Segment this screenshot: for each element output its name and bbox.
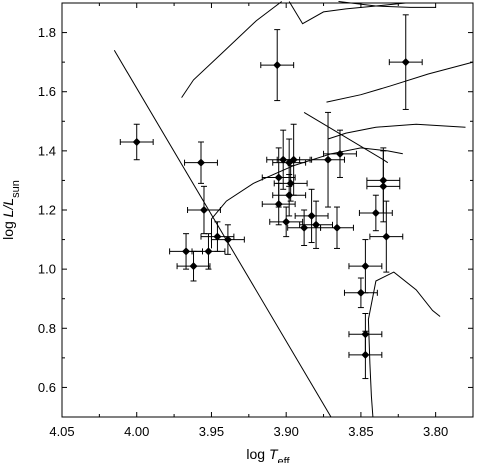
data-point [343,277,378,309]
diamond-marker [189,262,198,271]
diamond-marker [132,137,141,146]
diamond-marker [324,155,333,164]
x-axis-label: log Teff [246,446,290,463]
data-point [200,221,235,252]
diamond-marker [312,220,321,229]
data-point [320,206,354,249]
x-tick-label: 3.95 [199,424,224,439]
data-point [176,250,211,282]
diamond-marker [274,173,283,182]
diamond-marker [204,247,213,256]
x-tick-label: 4.00 [124,424,149,439]
diamond-marker [274,200,283,209]
model-track-8 [338,1,436,8]
data-point [388,14,423,110]
diamond-marker [223,235,232,244]
diamond-marker [196,158,205,167]
diamond-marker [289,155,298,164]
label-subscript: sun [10,180,22,198]
diamond-marker [285,191,294,200]
diamond-marker [286,179,295,188]
model-track-4 [303,111,389,164]
diamond-marker [300,223,309,232]
data-point [366,150,401,223]
x-tick-label: 3.90 [274,424,299,439]
diamond-marker [273,61,282,70]
label-subscript: eff [278,456,291,463]
data-point [272,174,307,217]
y-tick-label: 1.8 [38,25,56,40]
data-point [119,123,154,161]
x-tick-label: 4.05 [49,424,74,439]
diamond-marker [335,149,344,158]
model-track-1 [113,50,332,418]
diamond-marker [361,350,370,359]
y-tick-label: 1.4 [38,143,56,158]
data-point [348,239,383,294]
model-track-9 [367,271,441,418]
y-tick-label: 1.0 [38,262,56,277]
label-text: log [246,446,269,462]
data-point [311,111,345,208]
data-point [369,200,404,273]
y-axis-label: log L/Lsun [0,180,22,240]
data-point [299,200,334,249]
diamond-marker [361,262,370,271]
data-point [184,141,218,184]
data-point [323,129,357,178]
label-italic: L/L [0,198,16,217]
axis-ticks: 4.05 4.00 3.95 3.90 3.85 3.80 0.6 0.8 1.0 1.2 1.4 1… [38,2,474,439]
model-track-6 [326,61,474,103]
x-tick-label: 3.85 [348,424,373,439]
data-point [348,330,383,380]
model-track-5 [327,123,466,140]
model-track-3 [211,147,403,249]
y-tick-label: 0.6 [38,380,56,395]
diamond-marker [213,232,222,241]
x-tick-label: 3.80 [423,424,448,439]
data-point [276,123,311,196]
diamond-marker [199,206,208,214]
diamond-marker [382,232,391,241]
y-tick-label: 0.8 [38,321,56,336]
diamond-marker [182,247,191,256]
diamond-marker [371,208,380,217]
y-tick-label: 1.2 [38,203,56,218]
data-point [187,185,221,235]
label-text: log [0,217,16,240]
label-italic: T [269,446,279,462]
data-point [269,206,304,238]
diamond-marker [332,223,341,232]
diamond-marker [356,288,365,297]
data-point [294,188,329,244]
y-tick-label: 1.6 [38,84,56,99]
diamond-marker [282,217,291,226]
data-point [210,224,245,255]
diamond-marker [401,58,410,67]
model-track-7 [288,1,406,25]
diamond-marker [379,182,388,191]
model-track-2 [181,1,283,98]
data-points [119,14,423,380]
data-point [260,29,295,102]
diamond-marker [307,211,316,220]
data-point [358,194,393,232]
